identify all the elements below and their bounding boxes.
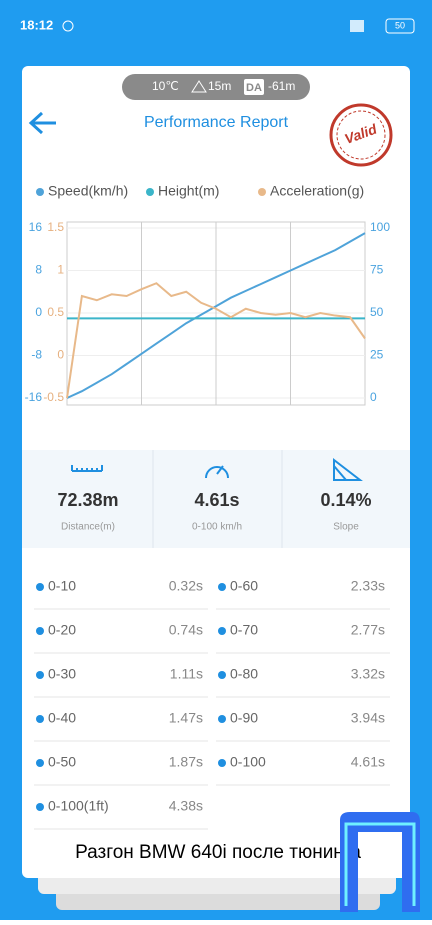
row-value: 1.87s [169,754,203,770]
row-dot [218,759,226,767]
y-tick-label: 75 [370,263,384,277]
row-dot [218,671,226,679]
legend-dot [36,188,44,196]
y-tick-label: 25 [370,348,384,362]
row-dot [36,583,44,591]
row-dot [218,583,226,591]
row-value: 4.38s [169,798,203,814]
title: Performance Report [144,114,289,131]
stamp [336,110,386,160]
stat-label: Distance(m) [61,522,115,533]
watermark-logo [340,812,420,912]
da-value: -61m [268,79,295,93]
altitude-icon [191,80,207,93]
chart: -16 -8 0 8 16 -0.5 0 0.5 1 1.5 0 25 50 75 100 [25,220,390,405]
status-icon [62,20,74,32]
stat-value: 4.61s [194,490,239,510]
row-dot [218,627,226,635]
row-label: 0-100(1ft) [48,798,109,814]
back-button[interactable] [28,111,56,135]
legend-dot [258,188,266,196]
series-line [66,282,366,399]
row-value: 0.74s [169,622,203,638]
y-tick-label: 16 [29,220,43,234]
battery-level: 50 [395,20,405,30]
row-label: 0-50 [48,754,76,770]
row-label: 0-40 [48,710,76,726]
y-tick-label: 50 [370,305,384,319]
row-label: 0-70 [230,622,258,638]
temperature: 10℃ [152,79,179,93]
row-value: 0.32s [169,578,203,594]
y-tick-label: -0.5 [43,390,64,404]
legend-label: Height(m) [158,183,219,199]
distance-icon [71,465,103,472]
y-tick-label: -8 [31,348,42,362]
y-tick-label: 8 [35,263,42,277]
row-dot [36,759,44,767]
legend-dot [146,188,154,196]
row-dot [36,803,44,811]
stat-label: Slope [333,522,359,533]
y-tick-label: 0 [57,348,64,362]
y-tick-label: 1.5 [47,220,64,234]
y-tick-label: 0.5 [47,305,64,319]
battery [385,18,415,34]
row-label: 0-100 [230,754,266,770]
row-label: 0-90 [230,710,258,726]
row-value: 4.61s [351,754,385,770]
stat-value: 72.38m [57,490,118,510]
row-value: 1.47s [169,710,203,726]
y-tick-label: -16 [25,390,43,404]
row-label: 0-60 [230,578,258,594]
stat-label: 0-100 km/h [192,522,242,533]
y-tick-label: 100 [370,220,390,234]
times-table: 0-10 0.32s 0-20 0.74s 0-30 1.11s 0-40 1.47s 0-50… [34,578,390,830]
y-tick-label: 0 [370,390,377,404]
row-dot [218,715,226,723]
row-value: 1.11s [170,666,203,682]
row-value: 2.77s [351,622,385,638]
da-label: DA [246,82,262,94]
signal-icon [350,20,364,32]
row-value: 3.32s [351,666,385,682]
altitude: 15m [208,79,231,93]
watermark-logo [344,822,416,906]
row-value: 3.94s [351,710,385,726]
slope-icon [333,457,363,481]
legend-label: Acceleration(g) [270,183,364,199]
y-tick-label: 1 [57,263,64,277]
stats: 72.38m Distance(m) 4.61s 0-100 km/h 0.14% Slo… [57,490,371,533]
series-line [66,232,366,399]
row-label: 0-80 [230,666,258,682]
legend-label: Speed(km/h) [48,183,128,199]
row-dot [36,715,44,723]
row-value: 2.33s [351,578,385,594]
row-label: 0-30 [48,666,76,682]
stamp [329,103,393,167]
caption: Разгон BMW 640i после тюнинга [75,842,361,863]
da-badge [244,79,264,95]
row-dot [36,671,44,679]
speed-icon [205,465,229,479]
row-dot [36,627,44,635]
row-label: 0-10 [48,578,76,594]
clock: 18:12 [20,17,53,32]
stat-value: 0.14% [320,490,371,510]
y-tick-label: 0 [35,305,42,319]
row-label: 0-20 [48,622,76,638]
